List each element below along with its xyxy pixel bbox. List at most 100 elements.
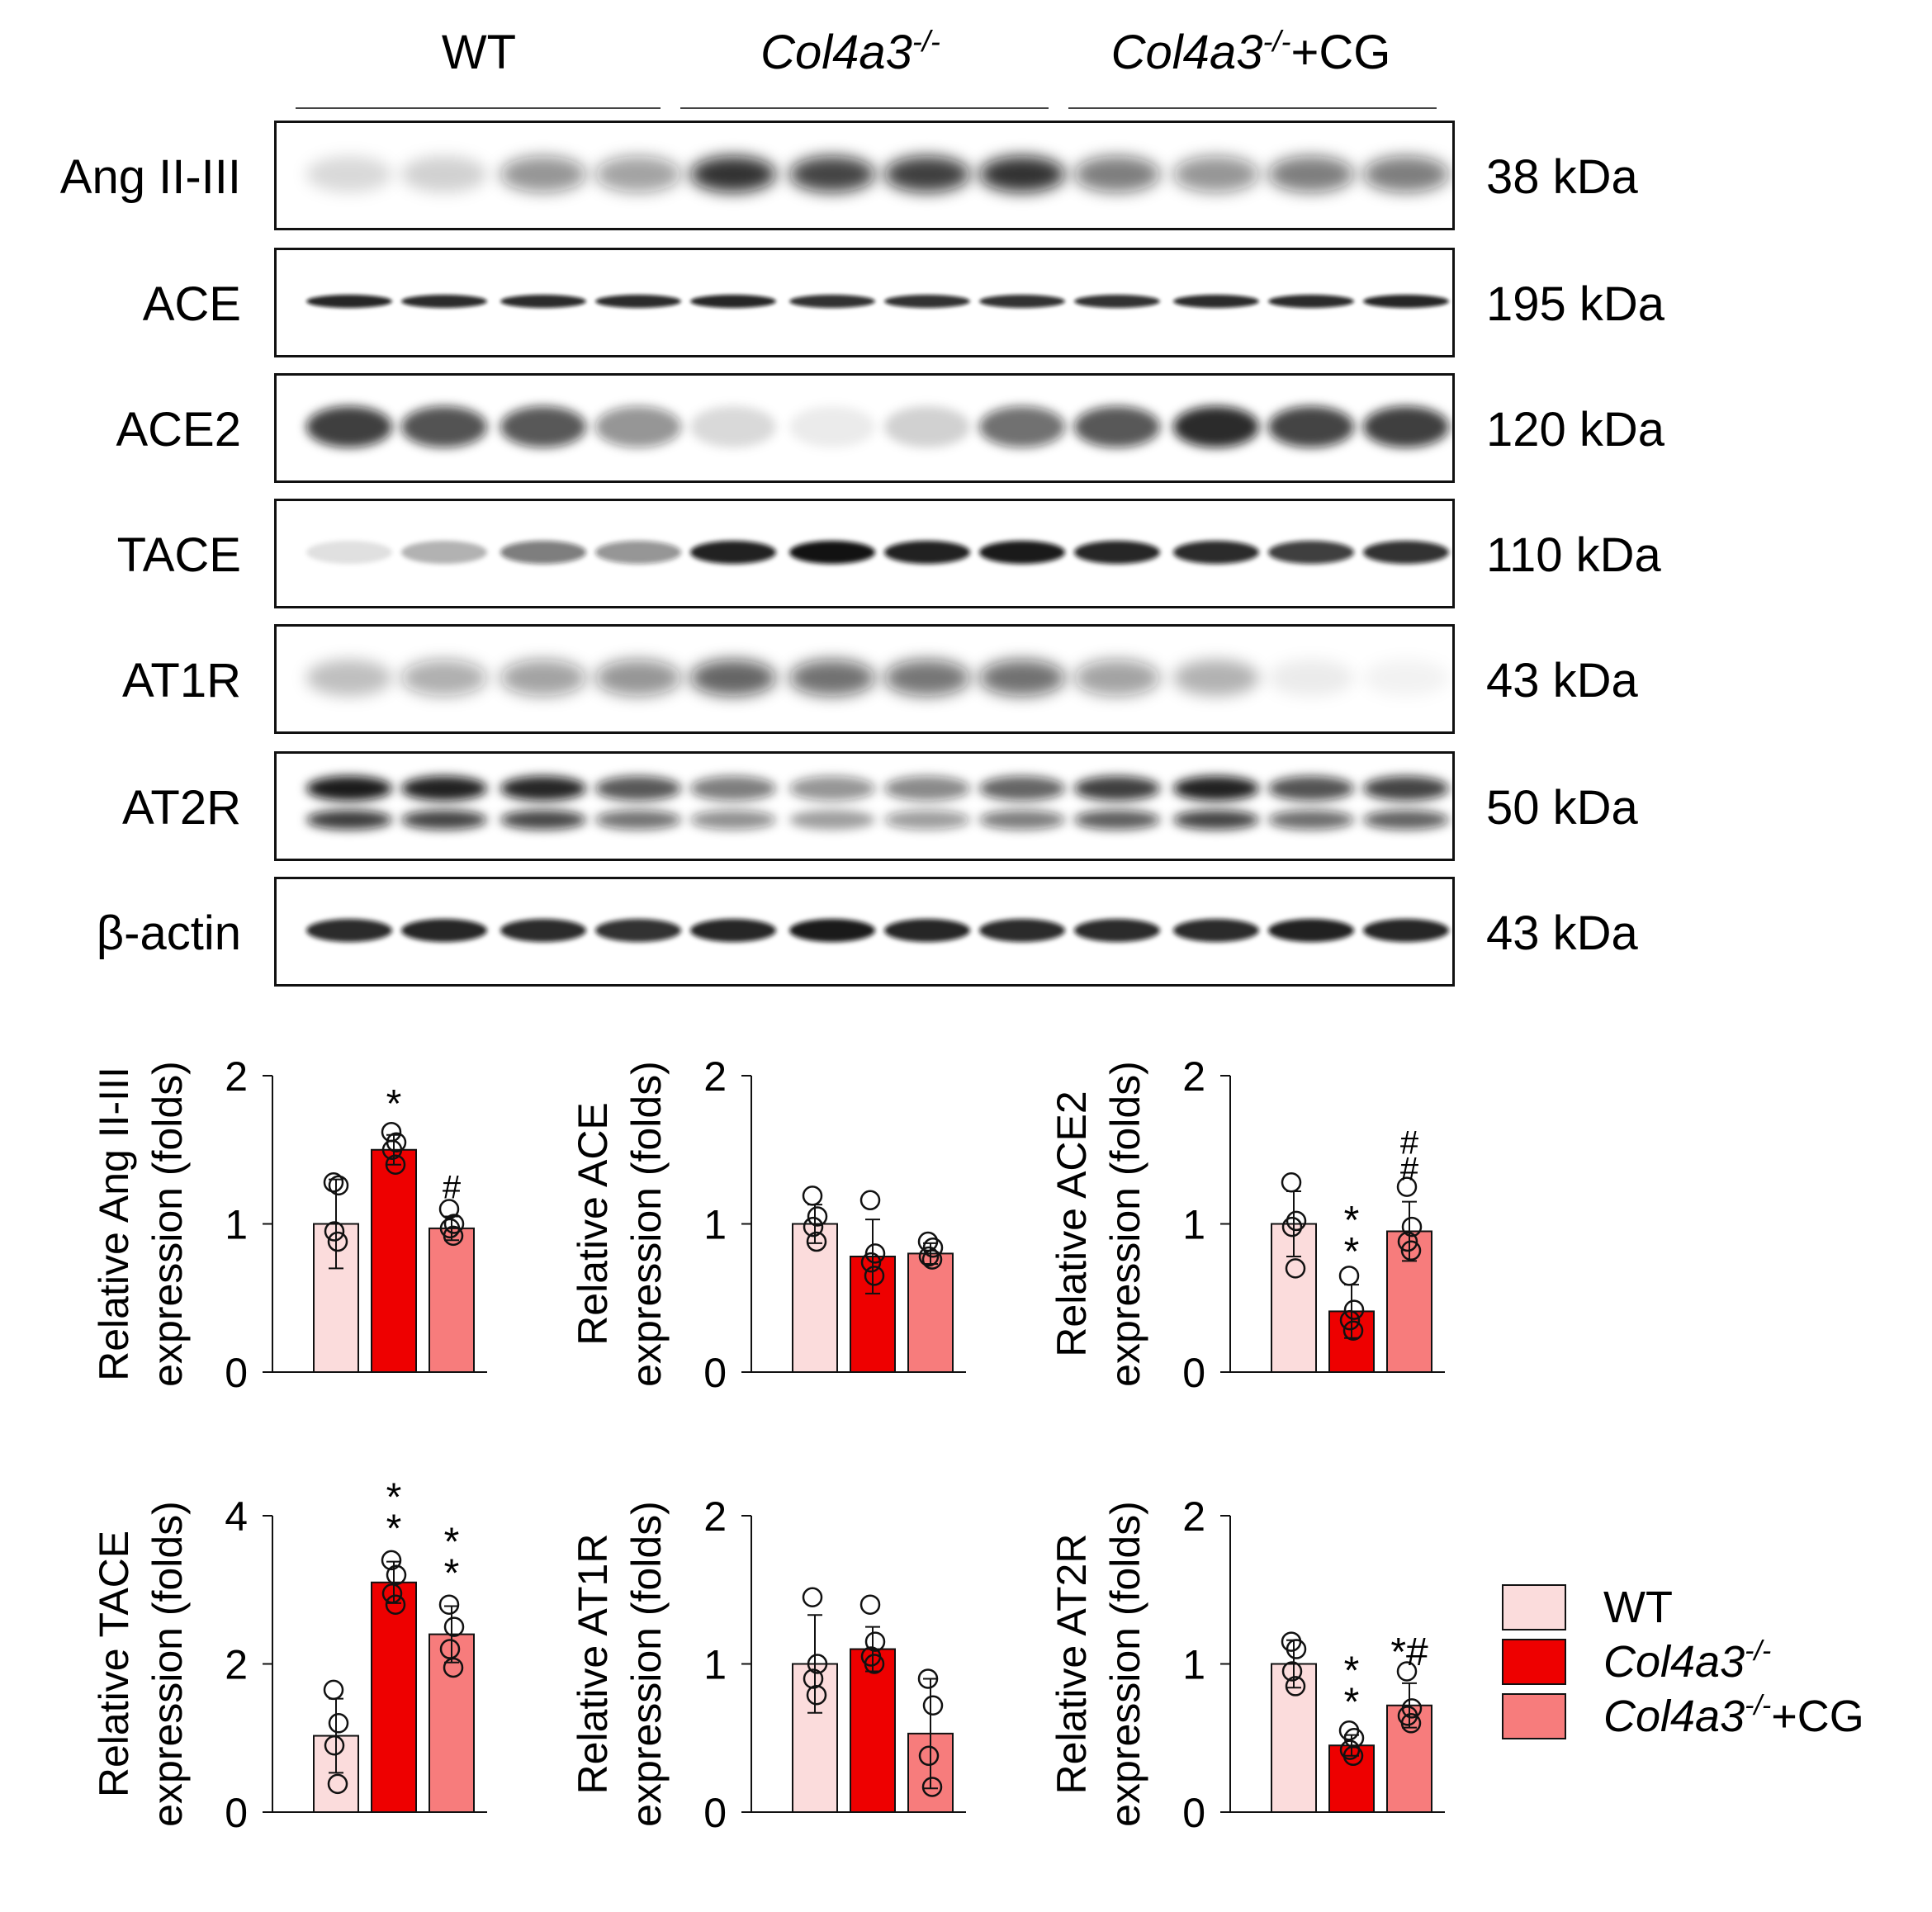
y-axis-label: Relative ACE: [570, 1102, 616, 1346]
data-point: [1397, 1231, 1418, 1252]
data-point: [922, 1237, 944, 1258]
blot-band: [789, 541, 875, 564]
blot-band: [979, 776, 1065, 801]
blot-band: [500, 660, 586, 696]
data-point: [1338, 1266, 1360, 1286]
data-point: [1342, 1320, 1364, 1341]
blot-band: [401, 541, 487, 564]
data-point: [803, 1668, 824, 1689]
significance-label: *: [1344, 1199, 1360, 1242]
legend-swatch: [1502, 1693, 1566, 1739]
data-point: [385, 1154, 406, 1175]
y-tick-label: 0: [1182, 1350, 1205, 1396]
blot-band: [1173, 156, 1259, 192]
blot-band: [690, 541, 776, 564]
y-tick-label: 2: [1182, 1493, 1205, 1540]
data-point: [386, 1564, 407, 1586]
legend-swatch: [1502, 1639, 1566, 1685]
group-line-wt: [296, 107, 661, 109]
blot-band: [1173, 776, 1259, 801]
blot-strip: [274, 624, 1455, 734]
blot-band: [1268, 541, 1354, 564]
blot-band: [500, 776, 586, 801]
group-label-col4a3-ko: Col4a3-/-: [760, 24, 940, 79]
blot-band: [500, 919, 586, 942]
y-tick-label: 0: [703, 1350, 727, 1396]
chart-panel: 0 1 2 Relative ACE expression (folds): [570, 1053, 966, 1396]
blot-band: [500, 156, 586, 192]
blot-band: [306, 776, 392, 801]
data-point: [1339, 1309, 1361, 1331]
blot-strip: [274, 121, 1455, 230]
data-point: [803, 1216, 824, 1238]
blot-band: [789, 919, 875, 942]
blot-band: [306, 919, 392, 942]
blot-band: [979, 660, 1065, 696]
y-tick-label: 1: [1182, 1642, 1205, 1688]
data-point: [443, 1225, 464, 1247]
blot-band: [690, 776, 776, 801]
data-point: [864, 1654, 885, 1674]
data-point: [1343, 1299, 1365, 1320]
blot-kda-label: 110 kDa: [1486, 528, 1661, 582]
blot-band: [306, 541, 392, 564]
y-tick-label: 0: [225, 1350, 248, 1396]
y-axis-label: Relative TACE: [91, 1531, 137, 1797]
blot-band: [1363, 295, 1449, 308]
blot-band: [595, 406, 681, 447]
blot-kda-label: 43 kDa: [1486, 906, 1638, 960]
blot-band: [884, 156, 970, 192]
blot-band: [1363, 919, 1449, 942]
blot-band: [1173, 919, 1259, 942]
blot-band: [401, 810, 487, 830]
data-point: [1285, 1258, 1306, 1279]
data-point: [918, 1745, 940, 1767]
data-point: [807, 1654, 828, 1674]
blot-strip: [274, 499, 1455, 608]
blot-band: [979, 156, 1065, 192]
legend-label: WT: [1603, 1583, 1673, 1632]
blot-band: [595, 541, 681, 564]
y-axis-label: expression (folds): [144, 1061, 191, 1387]
data-point: [807, 1206, 828, 1227]
blot-band: [1268, 660, 1354, 696]
bar: [792, 1223, 838, 1373]
blot-band: [1363, 660, 1449, 696]
y-tick-label: 0: [703, 1790, 727, 1836]
data-point: [1400, 1240, 1422, 1261]
y-axis-label: expression (folds): [144, 1501, 191, 1827]
chart-panel: 0 1 2 Relative AT1R expression (folds): [570, 1493, 966, 1836]
data-point: [1285, 1676, 1306, 1697]
data-point: [324, 1221, 345, 1242]
blot-band: [595, 776, 681, 801]
blot-band: [1074, 156, 1160, 192]
blot-band: [1268, 919, 1354, 942]
data-point: [443, 1616, 465, 1637]
data-point: [859, 1190, 881, 1211]
y-axis-label: expression (folds): [623, 1501, 670, 1827]
blot-kda-label: 38 kDa: [1486, 150, 1638, 204]
blot-band: [401, 156, 487, 192]
blot-band: [306, 295, 392, 308]
y-tick-label: 2: [225, 1053, 248, 1100]
blot-band: [884, 919, 970, 942]
chart-panel: ** ##0 1 2 Relative ACE2 expression (folds): [1049, 1053, 1445, 1396]
group-line-col4a3-ko: [680, 107, 1049, 109]
blot-band: [401, 919, 487, 942]
blot-kda-label: 120 kDa: [1486, 403, 1665, 457]
blot-band: [884, 660, 970, 696]
significance-label: *: [386, 1082, 402, 1126]
blot-band: [884, 810, 970, 830]
data-point: [922, 1695, 944, 1716]
blot-band: [789, 156, 875, 192]
data-point: [1396, 1176, 1418, 1197]
data-point: [323, 1679, 344, 1701]
group-label-wt: WT: [441, 26, 517, 79]
data-point: [443, 1214, 465, 1234]
data-point: [860, 1252, 882, 1273]
blot-band: [306, 810, 392, 830]
blot-label: AT2R: [122, 781, 241, 835]
blot-label: ACE: [142, 277, 241, 331]
blot-band: [306, 660, 392, 696]
